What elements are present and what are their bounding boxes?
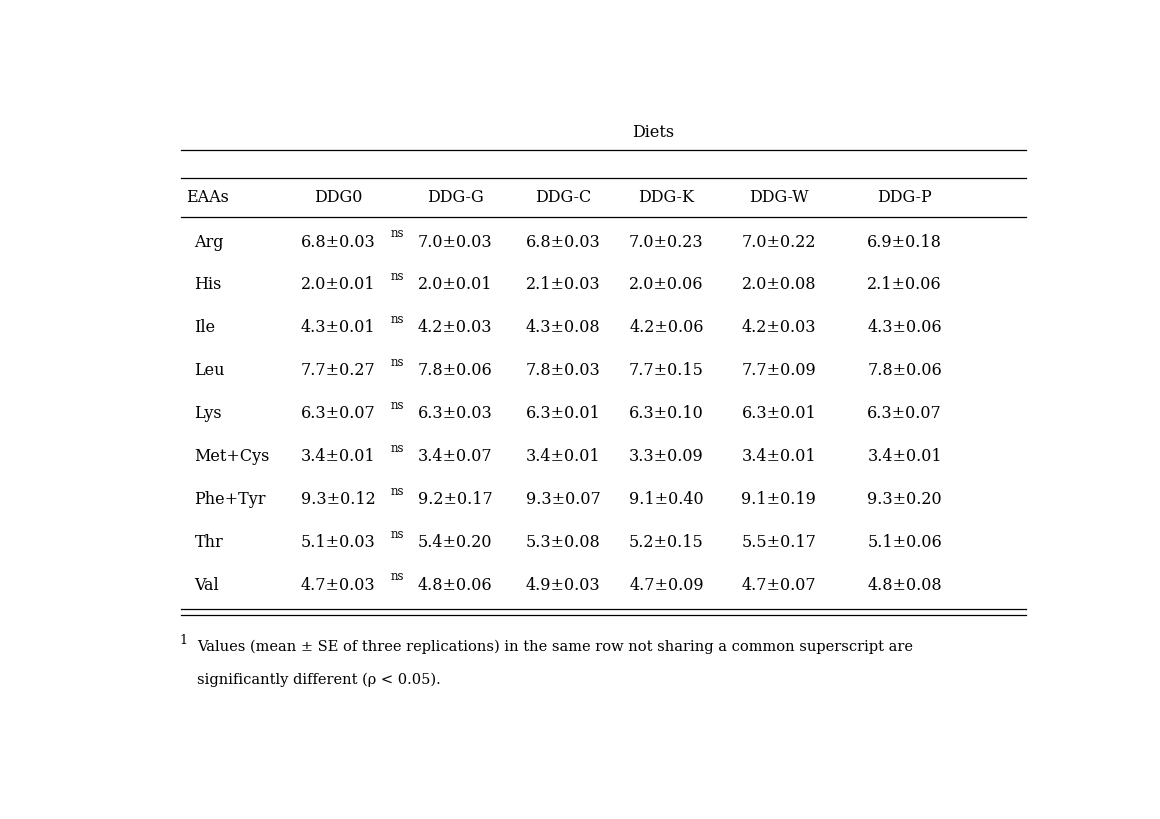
Text: 7.0±0.23: 7.0±0.23 xyxy=(629,233,704,251)
Text: ns: ns xyxy=(391,228,404,240)
Text: DDG-G: DDG-G xyxy=(427,189,484,206)
Text: 3.4±0.01: 3.4±0.01 xyxy=(300,448,376,465)
Text: significantly different (ρ < 0.05).: significantly different (ρ < 0.05). xyxy=(197,672,441,686)
Text: ns: ns xyxy=(391,399,404,412)
Text: 5.5±0.17: 5.5±0.17 xyxy=(741,534,817,550)
Text: 5.4±0.20: 5.4±0.20 xyxy=(418,534,492,550)
Text: ns: ns xyxy=(391,441,404,455)
Text: 4.8±0.06: 4.8±0.06 xyxy=(418,577,493,594)
Text: 4.2±0.06: 4.2±0.06 xyxy=(629,319,704,337)
Text: DDG-W: DDG-W xyxy=(749,189,809,206)
Text: Thr: Thr xyxy=(195,534,223,550)
Text: 4.9±0.03: 4.9±0.03 xyxy=(525,577,601,594)
Text: 6.3±0.07: 6.3±0.07 xyxy=(868,405,942,422)
Text: 9.1±0.40: 9.1±0.40 xyxy=(629,491,704,508)
Text: 4.2±0.03: 4.2±0.03 xyxy=(418,319,492,337)
Text: 7.7±0.15: 7.7±0.15 xyxy=(629,362,704,379)
Text: EAAs: EAAs xyxy=(187,189,230,206)
Text: 7.7±0.27: 7.7±0.27 xyxy=(300,362,376,379)
Text: ns: ns xyxy=(391,485,404,498)
Text: 6.3±0.01: 6.3±0.01 xyxy=(741,405,817,422)
Text: 3.4±0.01: 3.4±0.01 xyxy=(525,448,601,465)
Text: 4.8±0.08: 4.8±0.08 xyxy=(868,577,942,594)
Text: 9.3±0.07: 9.3±0.07 xyxy=(525,491,601,508)
Text: 4.7±0.03: 4.7±0.03 xyxy=(300,577,376,594)
Text: 3.4±0.01: 3.4±0.01 xyxy=(741,448,817,465)
Text: Val: Val xyxy=(195,577,219,594)
Text: 3.3±0.09: 3.3±0.09 xyxy=(629,448,704,465)
Text: 6.3±0.10: 6.3±0.10 xyxy=(629,405,704,422)
Text: 9.2±0.17: 9.2±0.17 xyxy=(418,491,493,508)
Text: Phe+Tyr: Phe+Tyr xyxy=(195,491,266,508)
Text: 9.3±0.12: 9.3±0.12 xyxy=(300,491,376,508)
Text: 7.0±0.22: 7.0±0.22 xyxy=(741,233,815,251)
Text: 4.7±0.09: 4.7±0.09 xyxy=(629,577,704,594)
Text: 6.8±0.03: 6.8±0.03 xyxy=(525,233,601,251)
Text: 4.2±0.03: 4.2±0.03 xyxy=(741,319,815,337)
Text: ns: ns xyxy=(391,527,404,541)
Text: ns: ns xyxy=(391,313,404,326)
Text: 6.9±0.18: 6.9±0.18 xyxy=(868,233,942,251)
Text: 4.7±0.07: 4.7±0.07 xyxy=(741,577,817,594)
Text: Values (mean ± SE of three replications) in the same row not sharing a common su: Values (mean ± SE of three replications)… xyxy=(197,640,913,654)
Text: 7.7±0.09: 7.7±0.09 xyxy=(741,362,817,379)
Text: 7.8±0.03: 7.8±0.03 xyxy=(525,362,601,379)
Text: 2.0±0.01: 2.0±0.01 xyxy=(302,277,376,293)
Text: Lys: Lys xyxy=(195,405,222,422)
Text: DDG-P: DDG-P xyxy=(877,189,931,206)
Text: DDG-C: DDG-C xyxy=(535,189,592,206)
Text: 2.0±0.06: 2.0±0.06 xyxy=(629,277,704,293)
Text: 9.1±0.19: 9.1±0.19 xyxy=(741,491,817,508)
Text: 6.3±0.07: 6.3±0.07 xyxy=(300,405,376,422)
Text: Ile: Ile xyxy=(195,319,216,337)
Text: 1: 1 xyxy=(179,635,187,647)
Text: Diets: Diets xyxy=(632,124,674,142)
Text: Arg: Arg xyxy=(195,233,224,251)
Text: 5.1±0.06: 5.1±0.06 xyxy=(868,534,942,550)
Text: 7.8±0.06: 7.8±0.06 xyxy=(868,362,942,379)
Text: DDG0: DDG0 xyxy=(314,189,362,206)
Text: 6.3±0.03: 6.3±0.03 xyxy=(418,405,493,422)
Text: ns: ns xyxy=(391,570,404,583)
Text: 7.8±0.06: 7.8±0.06 xyxy=(418,362,493,379)
Text: 6.8±0.03: 6.8±0.03 xyxy=(300,233,376,251)
Text: 5.3±0.08: 5.3±0.08 xyxy=(525,534,601,550)
Text: 4.3±0.06: 4.3±0.06 xyxy=(868,319,942,337)
Text: His: His xyxy=(195,277,222,293)
Text: 2.1±0.03: 2.1±0.03 xyxy=(525,277,601,293)
Text: 2.1±0.06: 2.1±0.06 xyxy=(868,277,942,293)
Text: 7.0±0.03: 7.0±0.03 xyxy=(418,233,493,251)
Text: 5.2±0.15: 5.2±0.15 xyxy=(629,534,704,550)
Text: 3.4±0.07: 3.4±0.07 xyxy=(418,448,493,465)
Text: Leu: Leu xyxy=(195,362,225,379)
Text: 5.1±0.03: 5.1±0.03 xyxy=(300,534,376,550)
Text: DDG-K: DDG-K xyxy=(638,189,695,206)
Text: 9.3±0.20: 9.3±0.20 xyxy=(868,491,942,508)
Text: 4.3±0.08: 4.3±0.08 xyxy=(525,319,601,337)
Text: 4.3±0.01: 4.3±0.01 xyxy=(300,319,376,337)
Text: Met+Cys: Met+Cys xyxy=(195,448,270,465)
Text: 6.3±0.01: 6.3±0.01 xyxy=(525,405,601,422)
Text: 2.0±0.01: 2.0±0.01 xyxy=(418,277,492,293)
Text: 3.4±0.01: 3.4±0.01 xyxy=(868,448,942,465)
Text: ns: ns xyxy=(391,270,404,283)
Text: 2.0±0.08: 2.0±0.08 xyxy=(741,277,815,293)
Text: ns: ns xyxy=(391,356,404,369)
